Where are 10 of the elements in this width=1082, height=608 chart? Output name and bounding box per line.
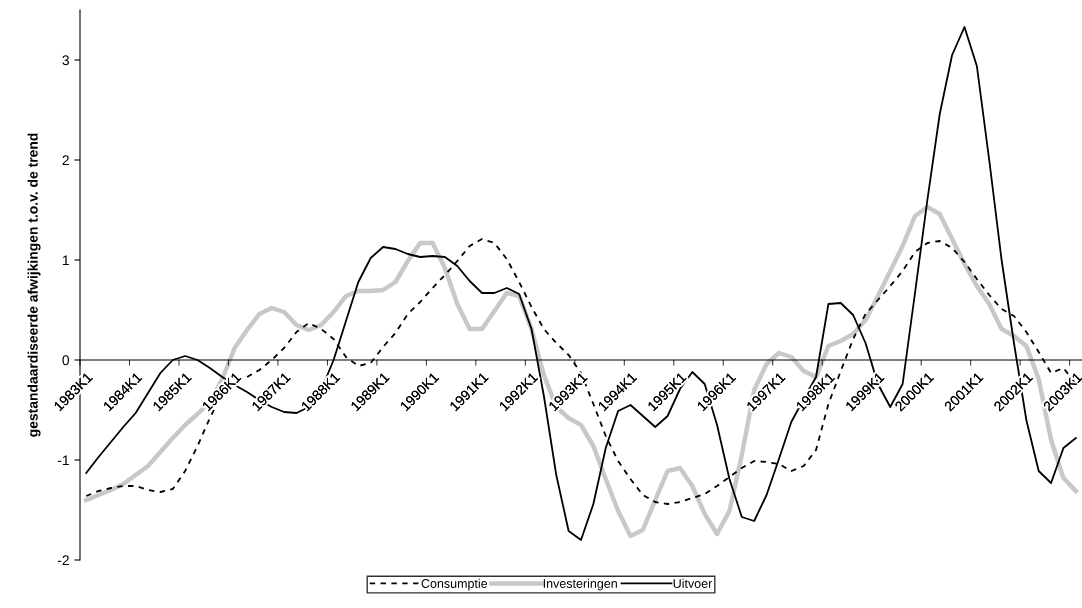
y-tick-label: -2	[57, 555, 69, 566]
y-tick-label: -1	[57, 455, 69, 466]
y-tick-label: 1	[62, 255, 69, 266]
legend-label: Consumptie	[421, 578, 488, 591]
y-tick-label: 2	[62, 155, 69, 166]
y-tick-label: 3	[62, 55, 69, 66]
y-axis-title: gestandaardiseerde afwijkingen t.o.v. de trend	[27, 133, 41, 437]
y-tick-label: 0	[62, 355, 70, 366]
legend-label: Uitvoer	[673, 578, 713, 588]
legend-label: Investeringen	[543, 578, 617, 591]
